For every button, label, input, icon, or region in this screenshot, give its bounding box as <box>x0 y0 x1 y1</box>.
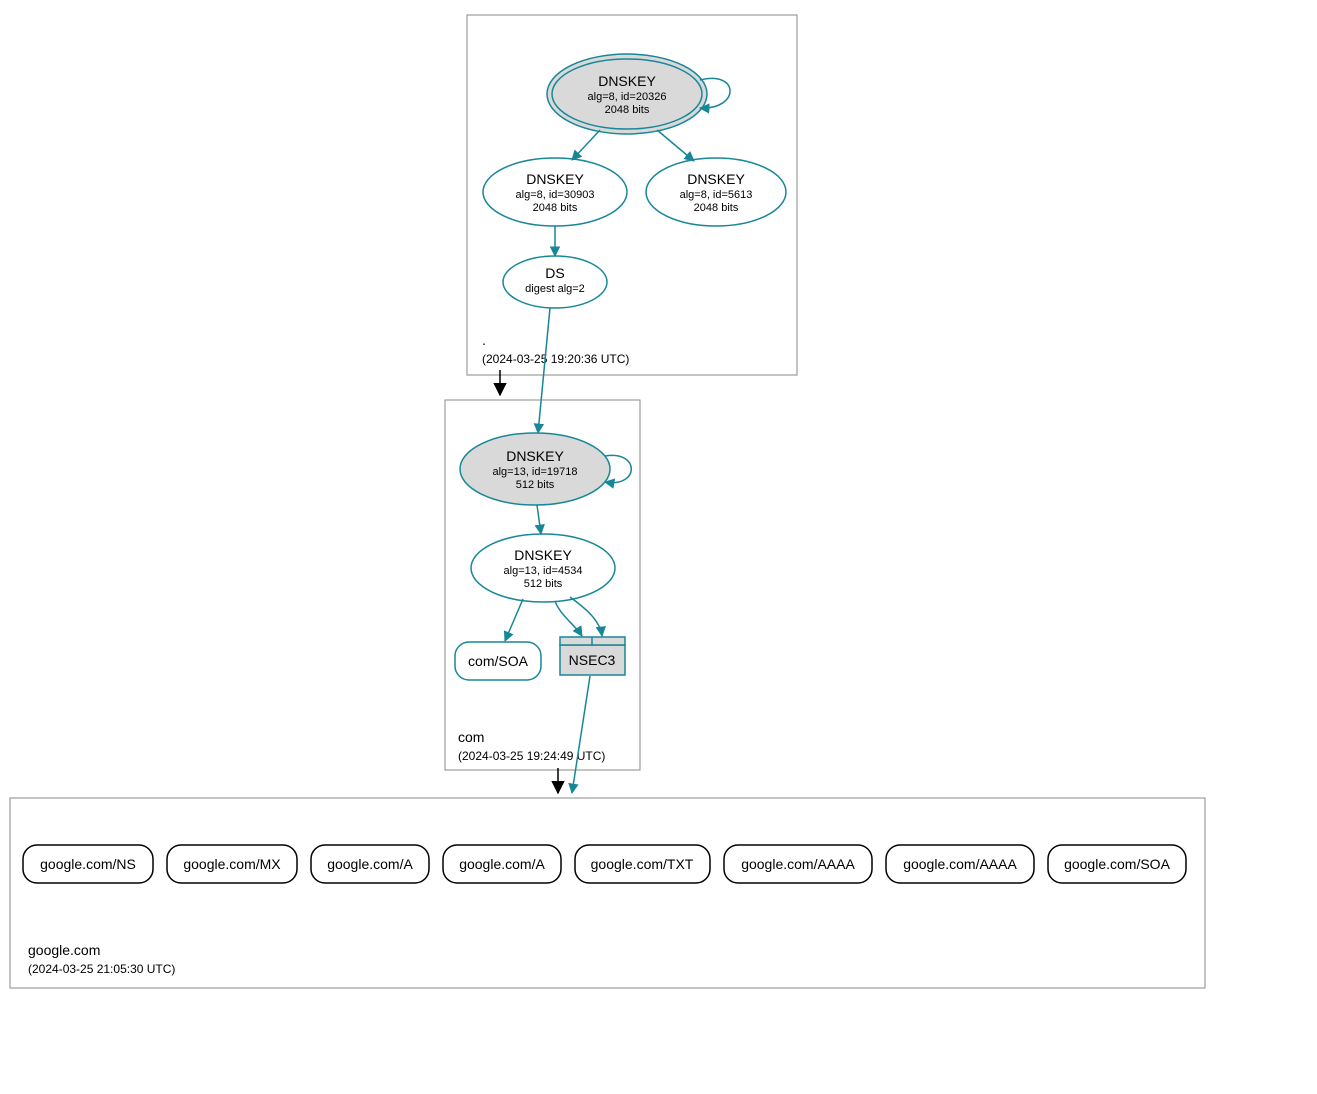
record-a1-label: google.com/A <box>327 856 413 872</box>
node-root-ksk-title: DNSKEY <box>598 73 656 89</box>
dnssec-diagram: . (2024-03-25 19:20:36 UTC) DNSKEY alg=8… <box>0 0 1317 1094</box>
edge-com-zsk-soa <box>505 599 523 641</box>
node-root-zsk1-title: DNSKEY <box>526 171 584 187</box>
node-com-ksk-line1: alg=13, id=19718 <box>492 466 577 478</box>
node-root-zsk2-title: DNSKEY <box>687 171 745 187</box>
node-root-ksk-line2: 2048 bits <box>605 104 650 116</box>
edge-root-ds-com-ksk <box>538 308 550 433</box>
node-com-ksk-line2: 512 bits <box>516 479 555 491</box>
node-root-ds-line1: digest alg=2 <box>525 283 585 295</box>
record-soa-label: google.com/SOA <box>1064 856 1170 872</box>
node-root-zsk1-line1: alg=8, id=30903 <box>516 189 595 201</box>
edge-com-zsk-nsec3b <box>570 597 602 636</box>
edge-com-zsk-nsec3a <box>555 601 582 636</box>
zone-google-timestamp: (2024-03-25 21:05:30 UTC) <box>28 962 175 976</box>
node-root-zsk2-line2: 2048 bits <box>694 202 739 214</box>
node-root-ds <box>503 256 607 308</box>
node-root-zsk2-line1: alg=8, id=5613 <box>680 189 753 201</box>
zone-com-label: com <box>458 729 484 745</box>
zone-google-label: google.com <box>28 942 100 958</box>
node-root-ds-title: DS <box>545 265 564 281</box>
node-com-zsk-line1: alg=13, id=4534 <box>504 565 583 577</box>
record-ns-label: google.com/NS <box>40 856 136 872</box>
node-root-zsk1-line2: 2048 bits <box>533 202 578 214</box>
node-nsec3-title: NSEC3 <box>569 652 616 668</box>
node-com-zsk-title: DNSKEY <box>514 547 572 563</box>
node-com-zsk-line2: 512 bits <box>524 578 563 590</box>
record-mx-label: google.com/MX <box>183 856 281 872</box>
zone-root-label: . <box>482 332 486 348</box>
edge-nsec3-google <box>572 676 590 793</box>
record-a2-label: google.com/A <box>459 856 545 872</box>
record-txt-label: google.com/TXT <box>591 856 694 872</box>
node-com-ksk-title: DNSKEY <box>506 448 564 464</box>
zone-root-timestamp: (2024-03-25 19:20:36 UTC) <box>482 352 629 366</box>
node-com-soa-title: com/SOA <box>468 653 529 669</box>
zone-com-timestamp: (2024-03-25 19:24:49 UTC) <box>458 749 605 763</box>
edge-root-ksk-zsk1 <box>572 130 600 160</box>
edge-root-ksk-zsk2 <box>657 130 694 161</box>
zone-google-box <box>10 798 1205 988</box>
node-root-ksk-line1: alg=8, id=20326 <box>588 91 667 103</box>
record-row: google.com/NS google.com/MX google.com/A… <box>23 845 1186 883</box>
record-aaaa1-label: google.com/AAAA <box>741 856 855 872</box>
edge-com-ksk-zsk <box>537 505 541 534</box>
record-aaaa2-label: google.com/AAAA <box>903 856 1017 872</box>
